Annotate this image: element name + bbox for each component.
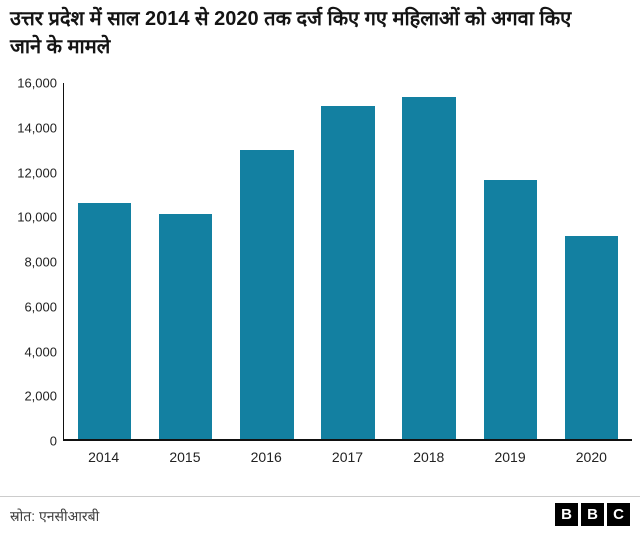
bar-slot-2020 [551,83,632,439]
bar-2018 [402,96,456,439]
x-axis-label-2018: 2018 [413,449,445,465]
source-text: स्रोत: एनसीआरबी [10,508,100,524]
x-axis-label-2017: 2017 [331,449,364,465]
x-axis-label-2019: 2019 [494,449,526,465]
bbc-logo-letter: B [555,503,578,526]
y-axis-label-16000: 16,000 [17,75,57,91]
y-axis-label-2000: 2,000 [24,388,57,404]
y-axis-label-0: 0 [49,433,57,449]
bbc-logo-letter: B [581,503,604,526]
y-axis-label-14000: 14,000 [17,120,57,136]
x-axis-label-2016: 2016 [250,449,282,465]
x-axis-label-2020: 2020 [575,449,607,465]
plot-area [63,83,632,441]
bar-2017 [321,105,375,439]
y-axis-label-4000: 4,000 [24,344,57,359]
bar-2015 [158,213,213,439]
bar-slot-2014 [64,83,145,439]
footer-divider [0,496,640,497]
x-axis: 2014 2015 2016 2017 2018 2019 2020 [63,449,632,465]
bar-slot-2019 [470,83,551,439]
bar-slot-2016 [226,83,307,439]
bar-2020 [564,236,619,439]
chart-title: उत्तर प्रदेश में साल 2014 से 2020 तक दर्… [10,8,572,58]
bbc-logo: B B C [555,503,630,526]
bar-slot-2018 [389,83,470,439]
y-axis-label-12000: 12,000 [17,165,57,180]
x-axis-label-2014: 2014 [88,449,120,465]
bar-2014 [77,202,132,439]
y-axis-label-8000: 8,000 [24,254,57,270]
bar-slot-2015 [145,83,226,439]
bar-2016 [240,149,294,439]
bars-container [64,83,632,439]
x-axis-label-2015: 2015 [169,449,201,465]
y-axis-label-6000: 6,000 [24,299,57,315]
y-axis: 0 2,000 4,000 6,000 8,000 10,000 12,000 14,000 1… [10,76,57,449]
bbc-logo-letter: C [607,503,630,526]
y-axis-label-10000: 10,000 [17,209,57,225]
bar-chart: 0 2,000 4,000 6,000 8,000 10,000 12,000 14,000 1… [10,76,632,475]
bar-2019 [483,179,538,439]
bar-slot-2017 [307,83,388,439]
